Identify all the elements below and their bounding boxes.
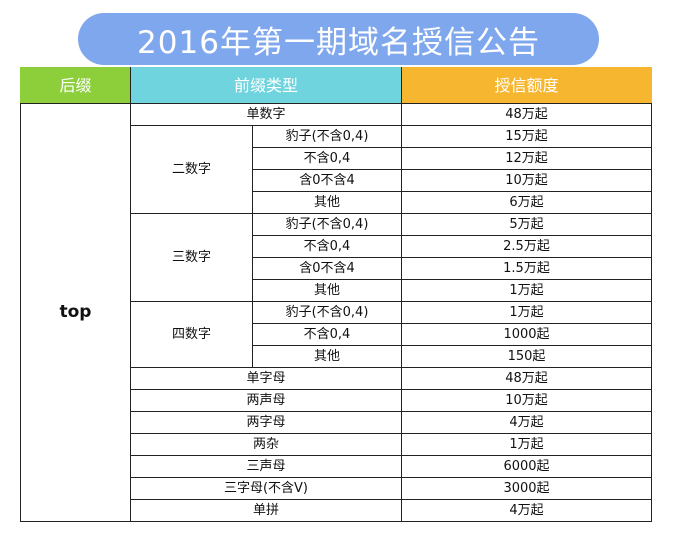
prefix-cell: 两声母 [130, 389, 402, 412]
header-suffix: 后缀 [20, 67, 131, 104]
credit-cell: 6000起 [401, 455, 652, 478]
credit-cell: 1万起 [401, 279, 652, 302]
table-row: 含0不含4 1.5万起 [21, 257, 652, 280]
subtype-cell: 不含0,4 [252, 235, 402, 258]
credit-cell: 150起 [401, 345, 652, 368]
credit-cell: 15万起 [401, 125, 652, 148]
table-row: 单字母 48万起 [21, 367, 652, 390]
prefix-cell: 三声母 [130, 455, 402, 478]
credit-cell: 1万起 [401, 301, 652, 324]
subtype-cell: 含0不含4 [252, 257, 402, 280]
credit-table: 后缀 前缀类型 授信额度 top 单数字 48万起 二数字 豹子(不含0,4) … [20, 67, 652, 522]
suffix-cell: top [20, 103, 131, 522]
credit-cell: 48万起 [401, 367, 652, 390]
table-row: 两声母 10万起 [21, 389, 652, 412]
credit-cell: 1万起 [401, 433, 652, 456]
subtype-cell: 其他 [252, 345, 402, 368]
credit-cell: 48万起 [401, 103, 652, 126]
table-row: 不含0,4 12万起 [21, 147, 652, 170]
prefix-cell: 单拼 [130, 499, 402, 522]
table-row: 其他 150起 [21, 345, 652, 368]
credit-cell: 2.5万起 [401, 235, 652, 258]
header-row: 后缀 前缀类型 授信额度 [20, 67, 652, 104]
header-prefix-type: 前缀类型 [130, 67, 402, 104]
subtype-cell: 其他 [252, 191, 402, 214]
prefix-cell: 单字母 [130, 367, 402, 390]
group-label: 二数字 [130, 125, 253, 214]
table-row: top 单数字 48万起 [20, 103, 652, 522]
prefix-cell: 两字母 [130, 411, 402, 434]
credit-cell: 10万起 [401, 389, 652, 412]
credit-cell: 12万起 [401, 147, 652, 170]
table-row: 其他 6万起 [21, 191, 652, 214]
subtype-cell: 不含0,4 [252, 147, 402, 170]
credit-cell: 6万起 [401, 191, 652, 214]
subtype-cell: 含0不含4 [252, 169, 402, 192]
credit-cell: 3000起 [401, 477, 652, 500]
subtype-cell: 豹子(不含0,4) [252, 125, 402, 148]
table-row: 三数字 豹子(不含0,4) 5万起 [21, 213, 652, 302]
table-row: 三声母 6000起 [21, 455, 652, 478]
header-credit: 授信额度 [401, 67, 652, 104]
credit-cell: 4万起 [401, 411, 652, 434]
credit-cell: 5万起 [401, 213, 652, 236]
subtype-cell: 豹子(不含0,4) [252, 213, 402, 236]
subtype-cell: 其他 [252, 279, 402, 302]
table-row: 二数字 豹子(不含0,4) 15万起 [21, 125, 652, 214]
credit-cell: 1000起 [401, 323, 652, 346]
table-row: 两字母 4万起 [21, 411, 652, 434]
page-title: 2016年第一期域名授信公告 [78, 13, 599, 65]
group-label: 三数字 [130, 213, 253, 302]
group-label: 四数字 [130, 301, 253, 368]
subtype-cell: 不含0,4 [252, 323, 402, 346]
credit-cell: 1.5万起 [401, 257, 652, 280]
table-row: 单拼 4万起 [21, 499, 652, 522]
prefix-cell: 两杂 [130, 433, 402, 456]
subtype-cell: 豹子(不含0,4) [252, 301, 402, 324]
prefix-cell: 三字母(不含V) [130, 477, 402, 500]
prefix-cell: 单数字 [130, 103, 402, 126]
credit-cell: 10万起 [401, 169, 652, 192]
credit-cell: 4万起 [401, 499, 652, 522]
